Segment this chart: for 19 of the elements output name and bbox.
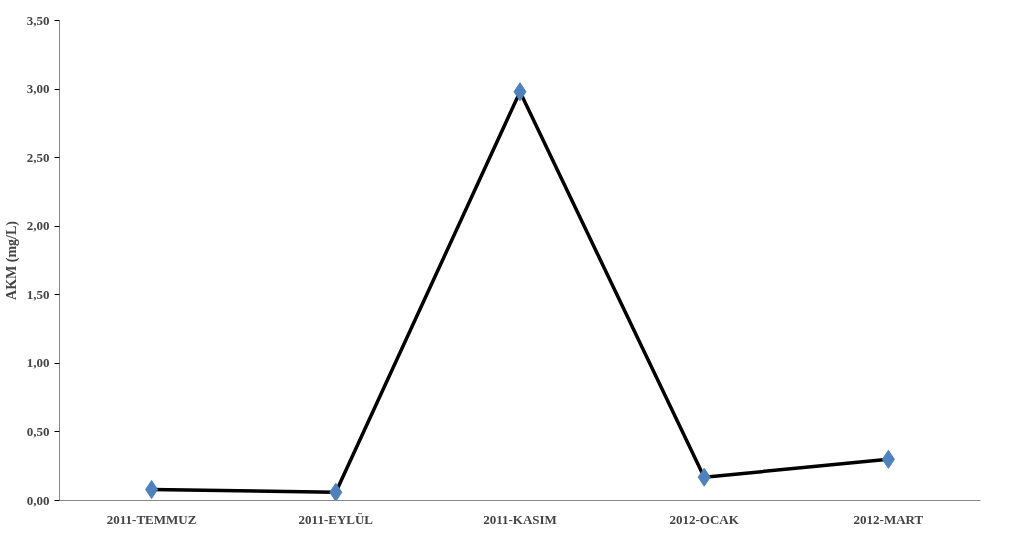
x-tick-label: 2011-KASIM	[483, 511, 557, 527]
x-tick-label: 2012-MART	[853, 511, 924, 527]
y-tick-label: 0,00	[26, 492, 50, 508]
point	[145, 480, 159, 500]
y-tick-label: 1,00	[26, 355, 50, 371]
point	[513, 82, 527, 102]
x-tick-label: 2011-TEMMUZ	[106, 511, 197, 527]
y-tick-label: 0,50	[26, 423, 50, 439]
y-tick-label: 1,50	[26, 286, 50, 302]
y-tick-label: 2,50	[26, 149, 50, 165]
y-tick-label: 2,00	[26, 218, 50, 234]
point	[697, 467, 711, 487]
y-tick-label: 3,50	[26, 12, 50, 28]
x-tick-label: 2011-EYLÜL	[298, 511, 374, 527]
y-tick-label: 3,00	[26, 81, 50, 97]
y-axis-title: AKM (mg/L)	[3, 220, 20, 300]
x-tick-label: 2012-OCAK	[669, 511, 740, 527]
point	[329, 482, 343, 501]
point	[881, 449, 895, 469]
